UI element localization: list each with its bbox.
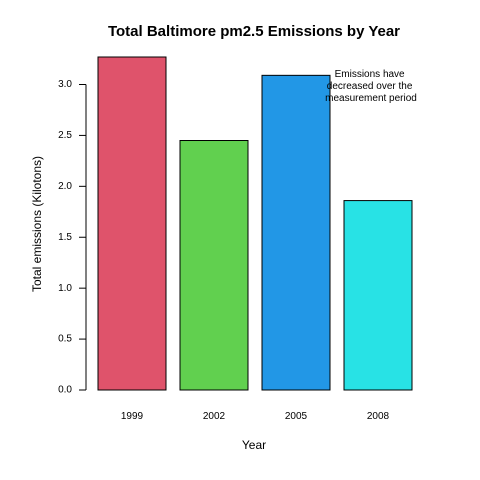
y-tick-label-0.5: 0.5 bbox=[58, 334, 72, 345]
bar-2005 bbox=[261, 74, 331, 391]
bar-2008 bbox=[343, 200, 413, 391]
y-tick-label-3.0: 3.0 bbox=[58, 79, 72, 90]
bar-2002 bbox=[179, 140, 249, 391]
y-axis: 0.0 0.5 1.0 1.5 2.0 2.5 3.0 bbox=[58, 79, 87, 396]
x-tick-label-2005: 2005 bbox=[285, 411, 308, 422]
annotation-line-1: Emissions have bbox=[335, 69, 405, 80]
x-tick-label-2008: 2008 bbox=[367, 411, 390, 422]
x-axis-label: Year bbox=[242, 438, 266, 452]
annotation-text: Emissions have decreased over the measur… bbox=[325, 69, 417, 104]
bars-group bbox=[97, 56, 413, 391]
y-tick-label-2.5: 2.5 bbox=[58, 130, 72, 141]
y-tick-label-2.0: 2.0 bbox=[58, 181, 72, 192]
y-tick-label-0.0: 0.0 bbox=[58, 385, 72, 396]
bar-1999 bbox=[97, 56, 167, 391]
y-tick-label-1.5: 1.5 bbox=[58, 232, 72, 243]
y-tick-label-1.0: 1.0 bbox=[58, 283, 72, 294]
x-tick-labels: 1999 2002 2005 2008 bbox=[121, 411, 390, 422]
annotation-line-3: measurement period bbox=[325, 93, 417, 104]
y-axis-label: Total emissions (Kilotons) bbox=[30, 156, 44, 292]
x-tick-label-2002: 2002 bbox=[203, 411, 226, 422]
x-tick-label-1999: 1999 bbox=[121, 411, 144, 422]
chart-title: Total Baltimore pm2.5 Emissions by Year bbox=[108, 23, 400, 40]
annotation-line-2: decreased over the bbox=[327, 81, 413, 92]
